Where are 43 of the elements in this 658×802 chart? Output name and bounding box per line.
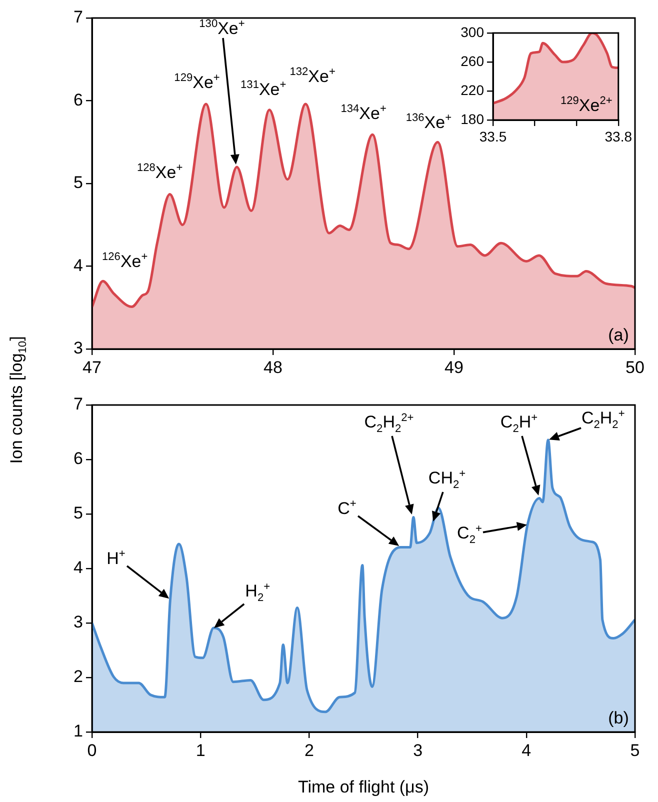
y-tick-label: 6 xyxy=(74,90,83,110)
annotation: $^{131}$Xe$^{+}$ xyxy=(240,79,286,99)
y-tick-label: 180 xyxy=(460,110,484,127)
annotation: $^{129}$Xe$^{2+}$ xyxy=(560,95,612,115)
y-tick-label: 5 xyxy=(74,504,83,523)
x-axis-title: Time of flight (μs) xyxy=(298,777,430,796)
y-tick-label: 260 xyxy=(460,52,484,69)
y-tick-label: 4 xyxy=(74,558,83,578)
x-tick-label: 48 xyxy=(264,358,282,377)
x-tick-label: 2 xyxy=(304,740,314,760)
annotation: $^{129}$Xe$^{+}$ xyxy=(174,72,220,92)
y-tick-label: 4 xyxy=(74,256,83,275)
annotation: C$_{2}$H$^{+}$ xyxy=(500,412,538,436)
annotation: $^{126}$Xe$^{+}$ xyxy=(102,251,148,271)
annotation: $^{132}$Xe$^{+}$ xyxy=(290,66,336,86)
x-tick-label: 33.5 xyxy=(479,128,507,144)
y-tick-label: 3 xyxy=(74,338,83,358)
annotation: $^{130}$Xe$^{+}$ xyxy=(199,18,245,38)
x-tick-label: 0 xyxy=(87,740,97,760)
annotation: (a) xyxy=(608,325,629,344)
y-tick-label: 3 xyxy=(74,612,83,632)
x-tick-label: 49 xyxy=(444,358,464,377)
y-tick-label: 220 xyxy=(460,82,484,98)
annotation: (b) xyxy=(608,708,629,727)
annotation: H$^{+}$ xyxy=(106,548,126,568)
annotation: $^{128}$Xe$^{+}$ xyxy=(136,162,183,182)
y-tick-label: 6 xyxy=(74,449,83,468)
y-tick-label: 1 xyxy=(74,722,83,741)
x-tick-label: 4 xyxy=(522,740,532,760)
y-tick-label: 7 xyxy=(74,394,83,414)
y-tick-label: 300 xyxy=(460,24,484,40)
annotation: C$^{+}$ xyxy=(338,498,356,518)
x-tick-label: 47 xyxy=(82,358,102,377)
x-tick-label: 5 xyxy=(630,740,640,760)
x-tick-label: 33.8 xyxy=(604,128,632,144)
annotation: $^{136}$Xe$^{+}$ xyxy=(406,112,452,132)
x-tick-label: 50 xyxy=(626,358,644,377)
x-tick-label: 3 xyxy=(413,740,423,760)
annotation: $^{134}$Xe$^{+}$ xyxy=(340,102,386,122)
y-tick-label: 5 xyxy=(74,173,83,192)
x-tick-label: 1 xyxy=(196,740,206,760)
y-tick-label: 2 xyxy=(74,667,83,686)
y-tick-label: 7 xyxy=(74,8,83,27)
